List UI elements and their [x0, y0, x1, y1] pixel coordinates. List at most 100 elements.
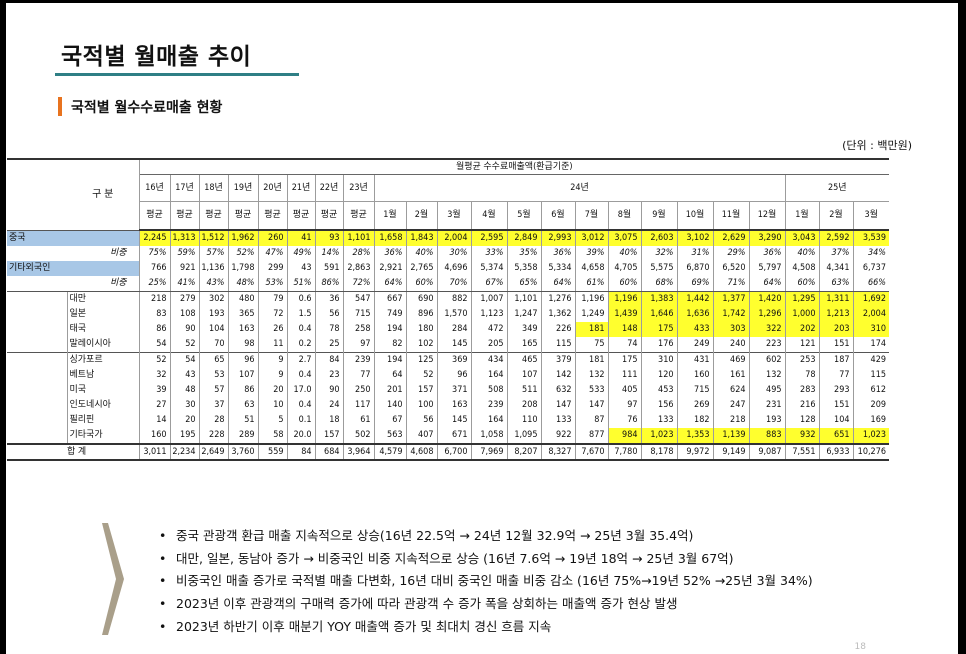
- value-cell: 115: [540, 337, 575, 353]
- value-cell: 632: [540, 383, 575, 398]
- value-cell: 1,101: [342, 229, 374, 246]
- value-cell: 5: [257, 413, 287, 428]
- value-cell: 70%: [436, 276, 471, 292]
- month-header: 1월: [784, 201, 819, 231]
- value-cell: 591: [314, 261, 343, 276]
- value-cell: 2,629: [712, 229, 749, 246]
- value-cell: 1,000: [784, 307, 819, 322]
- share-label: 비중: [109, 248, 127, 258]
- value-cell: 2,765: [405, 261, 437, 276]
- value-cell: 148: [607, 322, 641, 337]
- sales-table: 구 분 월평균 수수료매출액(환급기준) 16년 17년 18년 19년 20년 21년 22년…: [7, 158, 889, 461]
- value-cell: 132: [748, 368, 785, 383]
- bullet-item: 2023년 이후 관광객의 구매력 증가에 따라 관광객 수 증가 폭을 상회하…: [156, 593, 813, 616]
- row-label: 대만: [66, 291, 139, 307]
- value-cell: 0.4: [286, 368, 315, 383]
- value-cell: 175: [640, 322, 677, 337]
- value-cell: 142: [540, 368, 575, 383]
- value-cell: 43%: [198, 276, 228, 292]
- value-cell: 1,213: [818, 307, 853, 322]
- value-cell: 3,012: [574, 229, 608, 246]
- value-cell: 108: [169, 307, 199, 322]
- value-cell: 52: [169, 337, 199, 353]
- value-cell: 164: [470, 413, 507, 428]
- avg-header: 평균: [169, 201, 199, 231]
- value-cell: 61%: [574, 276, 608, 292]
- value-cell: 1,023: [852, 428, 889, 444]
- unit-label: (단위 : 백만원): [842, 139, 912, 152]
- value-cell: 86%: [314, 276, 343, 292]
- value-cell: 90: [314, 383, 343, 398]
- value-cell: 9,972: [676, 443, 713, 461]
- value-cell: 202: [784, 322, 819, 337]
- value-cell: 60%: [784, 276, 819, 292]
- value-cell: 4,658: [574, 261, 608, 276]
- value-cell: 2,849: [506, 229, 541, 246]
- value-cell: 369: [436, 352, 471, 368]
- month-header: 6월: [540, 201, 575, 231]
- value-cell: 563: [373, 428, 406, 444]
- value-cell: 502: [342, 428, 374, 444]
- value-cell: 157: [314, 428, 343, 444]
- value-cell: 984: [607, 428, 641, 444]
- value-cell: 10: [257, 398, 287, 413]
- value-cell: 163: [227, 322, 258, 337]
- value-cell: 14%: [314, 246, 343, 261]
- bullet-item: 중국 관광객 환급 매출 지속적으로 상승(16년 22.5억 → 24년 12…: [156, 525, 813, 548]
- value-cell: 7,670: [574, 443, 608, 461]
- value-cell: 2,921: [373, 261, 406, 276]
- value-cell: 511: [506, 383, 541, 398]
- value-cell: 52: [138, 352, 170, 368]
- value-cell: 36%: [748, 246, 785, 261]
- value-cell: 128: [784, 413, 819, 428]
- value-cell: 4,341: [818, 261, 853, 276]
- value-cell: 63%: [818, 276, 853, 292]
- value-cell: 98: [227, 337, 258, 353]
- value-cell: 533: [574, 383, 608, 398]
- value-cell: 1,007: [470, 291, 507, 307]
- value-cell: 51: [227, 413, 258, 428]
- value-cell: 3,075: [607, 229, 641, 246]
- value-cell: 896: [405, 307, 437, 322]
- value-cell: 14: [138, 413, 170, 428]
- value-cell: 1,377: [712, 291, 749, 307]
- value-cell: 61: [342, 413, 374, 428]
- value-cell: 48: [169, 383, 199, 398]
- year-header: 19년: [227, 174, 258, 202]
- value-cell: 51%: [286, 276, 315, 292]
- value-cell: 104: [818, 413, 853, 428]
- value-cell: 231: [748, 398, 785, 413]
- value-cell: 299: [257, 261, 287, 276]
- value-cell: 205: [470, 337, 507, 353]
- value-cell: 3,760: [227, 443, 258, 461]
- row-label: 기타국가: [66, 428, 139, 444]
- value-cell: 140: [373, 398, 406, 413]
- table-row: 싱가포르 52 54 65 96 9 2.7 84 239 194 125 369 434 465 379 1…: [7, 352, 889, 368]
- year-header-24: 24년: [373, 174, 785, 202]
- value-cell: 2,234: [169, 443, 199, 461]
- value-cell: 310: [640, 352, 677, 368]
- row-label: 기타외국인: [7, 261, 139, 276]
- value-cell: 453: [640, 383, 677, 398]
- value-cell: 37: [198, 398, 228, 413]
- value-cell: 57%: [198, 246, 228, 261]
- row-indent: [7, 276, 67, 292]
- value-cell: 30: [169, 398, 199, 413]
- value-cell: 40%: [784, 246, 819, 261]
- value-cell: 28: [198, 413, 228, 428]
- value-cell: 1,798: [227, 261, 258, 276]
- table-row: 기타외국인 766 921 1,136 1,798 299 43 591 2,863 2,921 2…: [7, 261, 889, 276]
- value-cell: 30%: [436, 246, 471, 261]
- value-cell: 218: [712, 413, 749, 428]
- value-cell: 310: [852, 322, 889, 337]
- value-cell: 6,700: [436, 443, 471, 461]
- value-cell: 8,207: [506, 443, 541, 461]
- avg-header: 평균: [138, 201, 170, 231]
- value-cell: 223: [748, 337, 785, 353]
- value-cell: 6,737: [852, 261, 889, 276]
- value-cell: 63: [227, 398, 258, 413]
- total-label: 합 계: [7, 443, 139, 461]
- value-cell: 322: [748, 322, 785, 337]
- row-label: 인도네시아: [66, 398, 139, 413]
- value-cell: 684: [314, 443, 343, 461]
